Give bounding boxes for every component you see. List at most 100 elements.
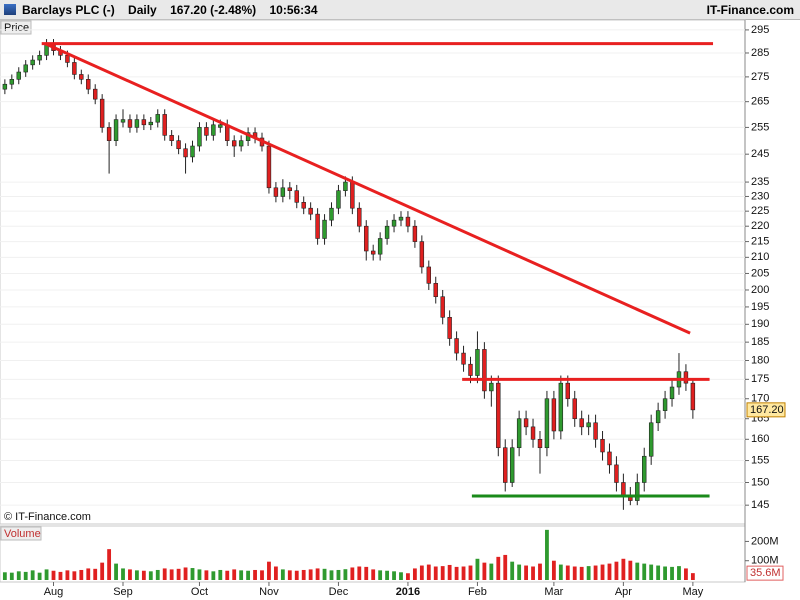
candle-body xyxy=(614,464,619,483)
candle-body xyxy=(586,422,591,428)
x-tick-label: Apr xyxy=(615,586,632,598)
trend-line xyxy=(44,42,691,335)
volume-bar xyxy=(343,569,348,580)
x-tick-label: Aug xyxy=(44,586,64,598)
last-price-box xyxy=(746,402,786,418)
y-tick-label: 265 xyxy=(751,96,769,108)
volume-bar xyxy=(225,570,230,580)
candle-body xyxy=(134,119,140,128)
candle-body xyxy=(16,71,21,80)
candle-body xyxy=(197,127,202,147)
volume-bar xyxy=(23,571,28,580)
candle-body xyxy=(322,219,327,239)
volume-bar xyxy=(510,561,515,580)
candle-body xyxy=(551,398,557,432)
volume-bar xyxy=(558,564,563,580)
candle-body xyxy=(426,266,432,284)
candle-body xyxy=(176,140,181,150)
volume-bar xyxy=(677,566,681,580)
volume-bar xyxy=(308,569,313,580)
volume-bar xyxy=(155,569,160,580)
y-tick-label: 200 xyxy=(751,284,769,296)
volume-bar xyxy=(169,569,174,580)
y-tick-label: 195 xyxy=(751,301,769,313)
y-tick-label: 225 xyxy=(751,205,769,217)
candle-body xyxy=(593,422,598,440)
volume-bar xyxy=(301,569,306,580)
candle-body xyxy=(468,363,473,376)
volume-bar xyxy=(447,564,452,580)
volume-bar xyxy=(51,570,56,580)
volume-bar xyxy=(565,565,570,580)
candle-body xyxy=(530,426,536,440)
price-panel-label: Price xyxy=(4,22,29,34)
candle-body xyxy=(113,119,119,141)
volume-bar xyxy=(162,568,167,580)
y-tick-label: 185 xyxy=(751,336,769,348)
watermark: © IT-Finance.com xyxy=(4,511,91,523)
y-tick-label: 295 xyxy=(751,24,769,36)
candle-body xyxy=(384,225,390,239)
volume-bar xyxy=(197,569,202,580)
y-tick-label: 205 xyxy=(751,267,769,279)
x-tick-label: Dec xyxy=(329,586,349,598)
volume-bar xyxy=(2,572,7,580)
volume-bar xyxy=(204,570,209,580)
volume-bar xyxy=(399,572,403,580)
volume-bar xyxy=(690,573,695,580)
volume-bar xyxy=(121,568,125,580)
volume-bar xyxy=(468,565,473,580)
candle-body xyxy=(287,187,293,191)
candle-body xyxy=(9,79,15,85)
x-tick-label: 2016 xyxy=(396,586,420,598)
volume-tick-label: 200M xyxy=(751,535,779,547)
volume-bar xyxy=(412,568,417,580)
candle-body xyxy=(433,283,438,298)
volume-bar xyxy=(232,569,237,580)
volume-bar xyxy=(357,566,362,580)
volume-bar xyxy=(37,572,42,580)
volume-bar xyxy=(280,569,285,580)
candle-body xyxy=(79,74,84,80)
volume-bar xyxy=(9,572,14,580)
candle-body xyxy=(523,418,529,428)
volume-bar xyxy=(86,568,91,580)
y-tick-label: 170 xyxy=(751,393,769,405)
candle-body xyxy=(503,447,508,483)
y-tick-label: 210 xyxy=(751,251,769,263)
volume-bar xyxy=(58,571,63,580)
candle-body xyxy=(516,418,522,449)
header-info: Barclays PLC (-) Daily 167.20 (-2.48%) 1… xyxy=(22,0,328,20)
y-tick-label: 285 xyxy=(751,47,769,59)
candle-body xyxy=(454,338,459,354)
y-tick-label: 150 xyxy=(751,476,769,488)
volume-bar xyxy=(663,566,667,580)
candle-body xyxy=(329,207,334,221)
volume-bar xyxy=(496,556,501,580)
volume-bar xyxy=(107,549,112,580)
volume-bar xyxy=(141,570,146,580)
candle-body xyxy=(65,55,70,63)
volume-bar xyxy=(461,566,466,580)
volume-bar xyxy=(392,571,396,580)
candle-body xyxy=(600,439,605,453)
candle-body xyxy=(357,207,362,227)
candle-body xyxy=(336,190,341,209)
candle-body xyxy=(655,410,661,424)
candle-body xyxy=(635,482,640,501)
volume-bar xyxy=(329,570,334,580)
candle-body xyxy=(496,382,501,449)
volume-bar xyxy=(30,570,35,580)
candle-body xyxy=(544,398,550,449)
candle-body xyxy=(127,119,133,128)
volume-bar xyxy=(482,562,487,580)
candle-body xyxy=(482,349,487,392)
volume-bar xyxy=(572,566,577,580)
y-tick-label: 230 xyxy=(751,190,769,202)
volume-bar xyxy=(614,561,619,580)
last-volume-box xyxy=(746,565,784,581)
candle-body xyxy=(579,418,584,428)
candle-body xyxy=(92,88,98,100)
candle-body xyxy=(238,140,244,147)
candle-body xyxy=(23,64,28,73)
